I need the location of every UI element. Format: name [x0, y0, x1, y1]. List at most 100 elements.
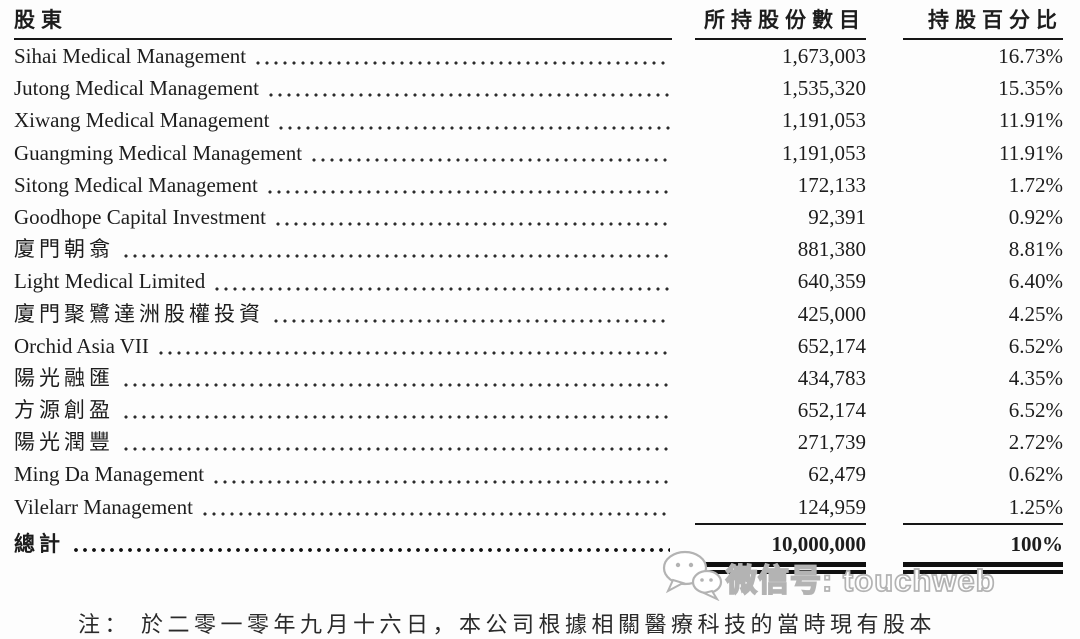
dot-leader — [215, 286, 670, 291]
column-gap — [672, 362, 695, 394]
col-header-shares: 所持股份數目 — [695, 8, 866, 40]
shareholder-name-cell: 廈門朝翕 — [14, 233, 672, 265]
column-gap — [672, 265, 695, 297]
shareholder-name: Jutong Medical Management — [14, 76, 259, 101]
shareholder-name-cell: Ming Da Management — [14, 458, 672, 490]
shareholder-name-cell: 陽光融匯 — [14, 362, 672, 394]
column-gap — [672, 40, 695, 72]
column-gap — [672, 330, 695, 362]
shareholder-name: 廈門聚鷺達洲股權投資 — [14, 301, 264, 326]
column-gap — [866, 394, 903, 426]
col-header-percent: 持股百分比 — [903, 8, 1063, 40]
dot-leader — [274, 318, 670, 323]
table-row: Guangming Medical Management 1,191,053 1… — [0, 137, 1080, 169]
table-row: Ming Da Management 62,479 0.62% — [0, 458, 1080, 490]
dot-leader — [124, 383, 670, 388]
shares-value: 1,191,053 — [782, 108, 866, 133]
shareholder-name-cell: Xiwang Medical Management — [14, 104, 672, 136]
table-row: 方源創盈 652,174 6.52% — [0, 394, 1080, 426]
dot-leader — [275, 222, 670, 227]
double-rule-shares — [695, 561, 866, 574]
column-gap — [672, 137, 695, 169]
percent-value: 1.25% — [1008, 494, 1063, 519]
table-row: Sihai Medical Management 1,673,003 16.73… — [0, 40, 1080, 72]
col-header-percent-label: 持股百分比 — [928, 8, 1063, 32]
column-gap — [866, 137, 903, 169]
column-gap — [866, 265, 903, 297]
total-row: 總計 10,000,000 100% — [0, 522, 1080, 557]
shares-value: 172,133 — [797, 172, 866, 197]
shareholder-name-cell: Goodhope Capital Investment — [14, 201, 672, 233]
shareholder-name-cell: Jutong Medical Management — [14, 72, 672, 104]
shareholder-name: Orchid Asia VII — [14, 333, 149, 358]
percent-value: 8.81% — [1008, 237, 1063, 262]
percent-value: 11.91% — [999, 108, 1063, 133]
percent-value: 4.25% — [1008, 301, 1063, 326]
shareholder-name-cell: Vilelarr Management — [14, 491, 672, 523]
column-gap — [866, 362, 903, 394]
column-gap — [672, 394, 695, 426]
shares-value: 881,380 — [797, 237, 866, 262]
dot-leader — [268, 93, 670, 98]
table-header-row: 股東 所持股份數目 持股百分比 — [0, 8, 1080, 40]
shares-value: 640,359 — [797, 269, 866, 294]
watermark: 微信号: touchweb — [660, 549, 996, 606]
column-gap — [866, 298, 903, 330]
shareholder-name-cell: Light Medical Limited — [14, 265, 672, 297]
total-label-cell: 總計 — [14, 523, 672, 557]
shares-value: 434,783 — [797, 365, 866, 390]
dot-leader — [124, 447, 670, 452]
shares-value: 124,959 — [797, 494, 866, 519]
percent-value: 11.91% — [999, 140, 1063, 165]
total-shares-value: 10,000,000 — [695, 522, 866, 557]
table-row: Sitong Medical Management 172,133 1.72% — [0, 169, 1080, 201]
shareholder-name-cell: 方源創盈 — [14, 394, 672, 426]
column-gap — [866, 233, 903, 265]
dot-leader — [256, 61, 670, 66]
table-row: 廈門朝翕 881,380 8.81% — [0, 233, 1080, 265]
shareholding-table-page: 股東 所持股份數目 持股百分比 Sihai Medical Management… — [0, 8, 1080, 637]
shareholder-name: Goodhope Capital Investment — [14, 204, 266, 229]
dot-leader — [158, 350, 670, 355]
column-gap — [672, 491, 695, 523]
double-rule-percent — [903, 561, 1063, 574]
column-gap — [866, 330, 903, 362]
shareholder-name: Xiwang Medical Management — [14, 108, 270, 133]
col-header-shareholder-label: 股東 — [14, 8, 68, 32]
table-row: Goodhope Capital Investment 92,391 0.92% — [0, 201, 1080, 233]
watermark-text: 微信号: touchweb — [725, 562, 996, 599]
shares-value: 1,191,053 — [782, 140, 866, 165]
dot-leader — [124, 254, 670, 259]
dot-leader — [279, 125, 670, 130]
table-row: 陽光融匯 434,783 4.35% — [0, 362, 1080, 394]
percent-value: 2.72% — [1008, 430, 1063, 455]
table-row: Light Medical Limited 640,359 6.40% — [0, 265, 1080, 297]
column-gap — [672, 233, 695, 265]
shareholder-name: Vilelarr Management — [14, 494, 193, 519]
percent-value: 15.35% — [998, 76, 1063, 101]
dot-leader — [124, 415, 670, 420]
shares-value: 1,673,003 — [782, 44, 866, 68]
shareholder-name-cell: Sitong Medical Management — [14, 169, 672, 201]
table-row: Vilelarr Management 124,959 1.25% — [0, 491, 1080, 523]
percent-value: 16.73% — [998, 44, 1063, 68]
column-gap — [866, 201, 903, 233]
shareholder-name: Sitong Medical Management — [14, 172, 258, 197]
table-body: Sihai Medical Management 1,673,003 16.73… — [0, 40, 1080, 523]
shareholder-name-cell: Sihai Medical Management — [14, 40, 672, 72]
percent-value: 1.72% — [1008, 172, 1063, 197]
shareholder-name: 陽光融匯 — [14, 365, 114, 390]
col-header-shareholder: 股東 — [14, 8, 672, 40]
col-header-shares-label: 所持股份數目 — [704, 8, 866, 32]
column-gap — [866, 8, 903, 40]
shares-value: 652,174 — [797, 398, 866, 423]
shareholder-name: Sihai Medical Management — [14, 44, 247, 68]
column-gap — [866, 72, 903, 104]
column-gap — [866, 426, 903, 458]
dot-leader — [214, 479, 670, 484]
footnote-clipped: 注： 於二零一零年九月十六日，本公司根據相關醫療科技的當時現有股本 — [78, 612, 937, 637]
shareholder-name-cell: 廈門聚鷺達洲股權投資 — [14, 298, 672, 330]
dot-leader — [267, 189, 670, 194]
shareholder-name: Light Medical Limited — [14, 269, 206, 294]
table-row: 廈門聚鷺達洲股權投資 425,000 4.25% — [0, 298, 1080, 330]
